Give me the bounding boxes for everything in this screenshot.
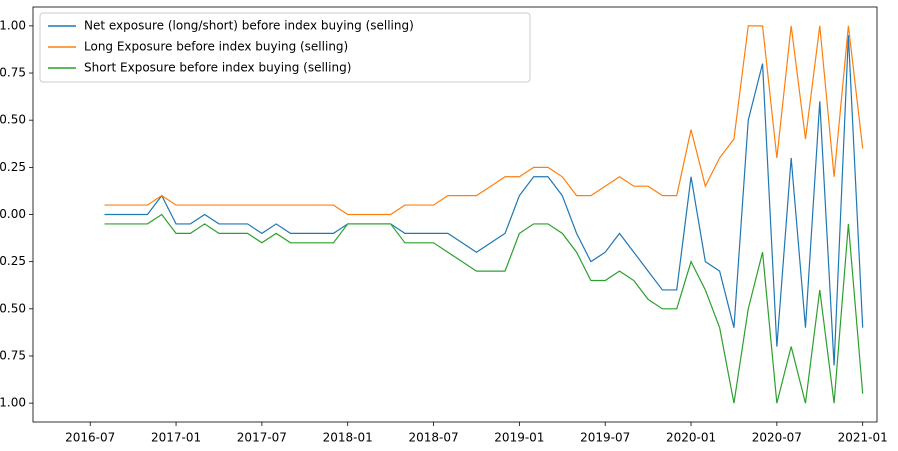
y-tick-label: −0.75 — [0, 348, 26, 362]
plot-frame — [32, 6, 878, 423]
legend-frame — [39, 12, 531, 83]
x-tick-label: 2020-07 — [752, 431, 802, 445]
y-tick-label: −0.25 — [0, 254, 26, 268]
y-tick-label: −1.00 — [0, 396, 26, 410]
y-tick-label: 1.00 — [0, 18, 26, 32]
y-tick-label: −0.50 — [0, 301, 26, 315]
x-tick-label: 2021-01 — [838, 431, 888, 445]
legend-label: Long Exposure before index buying (selli… — [84, 40, 348, 54]
x-tick-label: 2017-01 — [151, 431, 201, 445]
series-line — [104, 25, 864, 216]
x-tick-label: 2018-01 — [323, 431, 373, 445]
x-tick-label: 2020-01 — [666, 431, 716, 445]
x-tick-label: 2016-07 — [65, 431, 115, 445]
series-line — [104, 35, 864, 366]
x-tick-label: 2019-07 — [580, 431, 630, 445]
series-line — [104, 213, 864, 404]
x-tick-label: 2017-07 — [237, 431, 287, 445]
y-tick-label: 0.50 — [0, 113, 26, 127]
legend-label: Short Exposure before index buying (sell… — [84, 61, 351, 75]
x-tick-label: 2018-07 — [408, 431, 458, 445]
y-tick-label: 0.00 — [0, 207, 26, 221]
legend: Net exposure (long/short) before index b… — [39, 12, 531, 83]
y-tick-label: 0.75 — [0, 66, 26, 80]
y-tick-label: 0.25 — [0, 160, 26, 174]
legend-label: Net exposure (long/short) before index b… — [84, 19, 414, 33]
x-tick-label: 2019-01 — [494, 431, 544, 445]
